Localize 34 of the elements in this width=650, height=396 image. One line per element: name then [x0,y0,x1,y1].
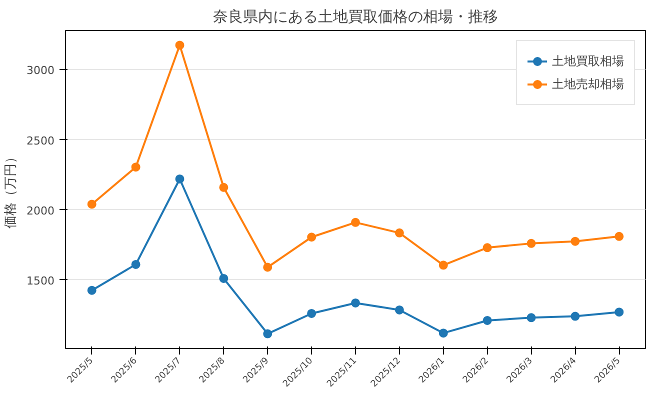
point [614,232,624,241]
y-axis-title: 価格（万円） [4,150,19,228]
point [570,236,580,246]
point [131,260,140,269]
point [570,312,580,321]
point [307,232,316,242]
legend-label: 土地買取相場 [552,52,624,70]
point [219,182,228,192]
y-tick-label: 3000 [26,64,55,78]
y-tick-label: 2000 [26,204,55,218]
point [219,274,228,283]
point [438,260,448,270]
point [307,308,316,318]
point [131,162,140,172]
y-tick-label: 2500 [26,134,55,148]
point [263,262,272,272]
chart-title: 奈良県内にある土地買取価格の相場・推移 [213,8,498,26]
point [526,238,536,248]
point [526,313,536,322]
point [614,308,624,317]
point [438,328,448,338]
point [351,298,360,308]
y-tick-label: 1500 [26,274,55,288]
point [394,228,404,238]
point [263,329,272,338]
point [87,286,96,295]
point [482,243,492,252]
point [175,40,184,50]
point [482,316,492,325]
point [87,200,96,209]
point [394,305,404,314]
legend-label: 土地売却相場 [552,76,624,92]
point [175,174,184,184]
point [351,218,360,227]
